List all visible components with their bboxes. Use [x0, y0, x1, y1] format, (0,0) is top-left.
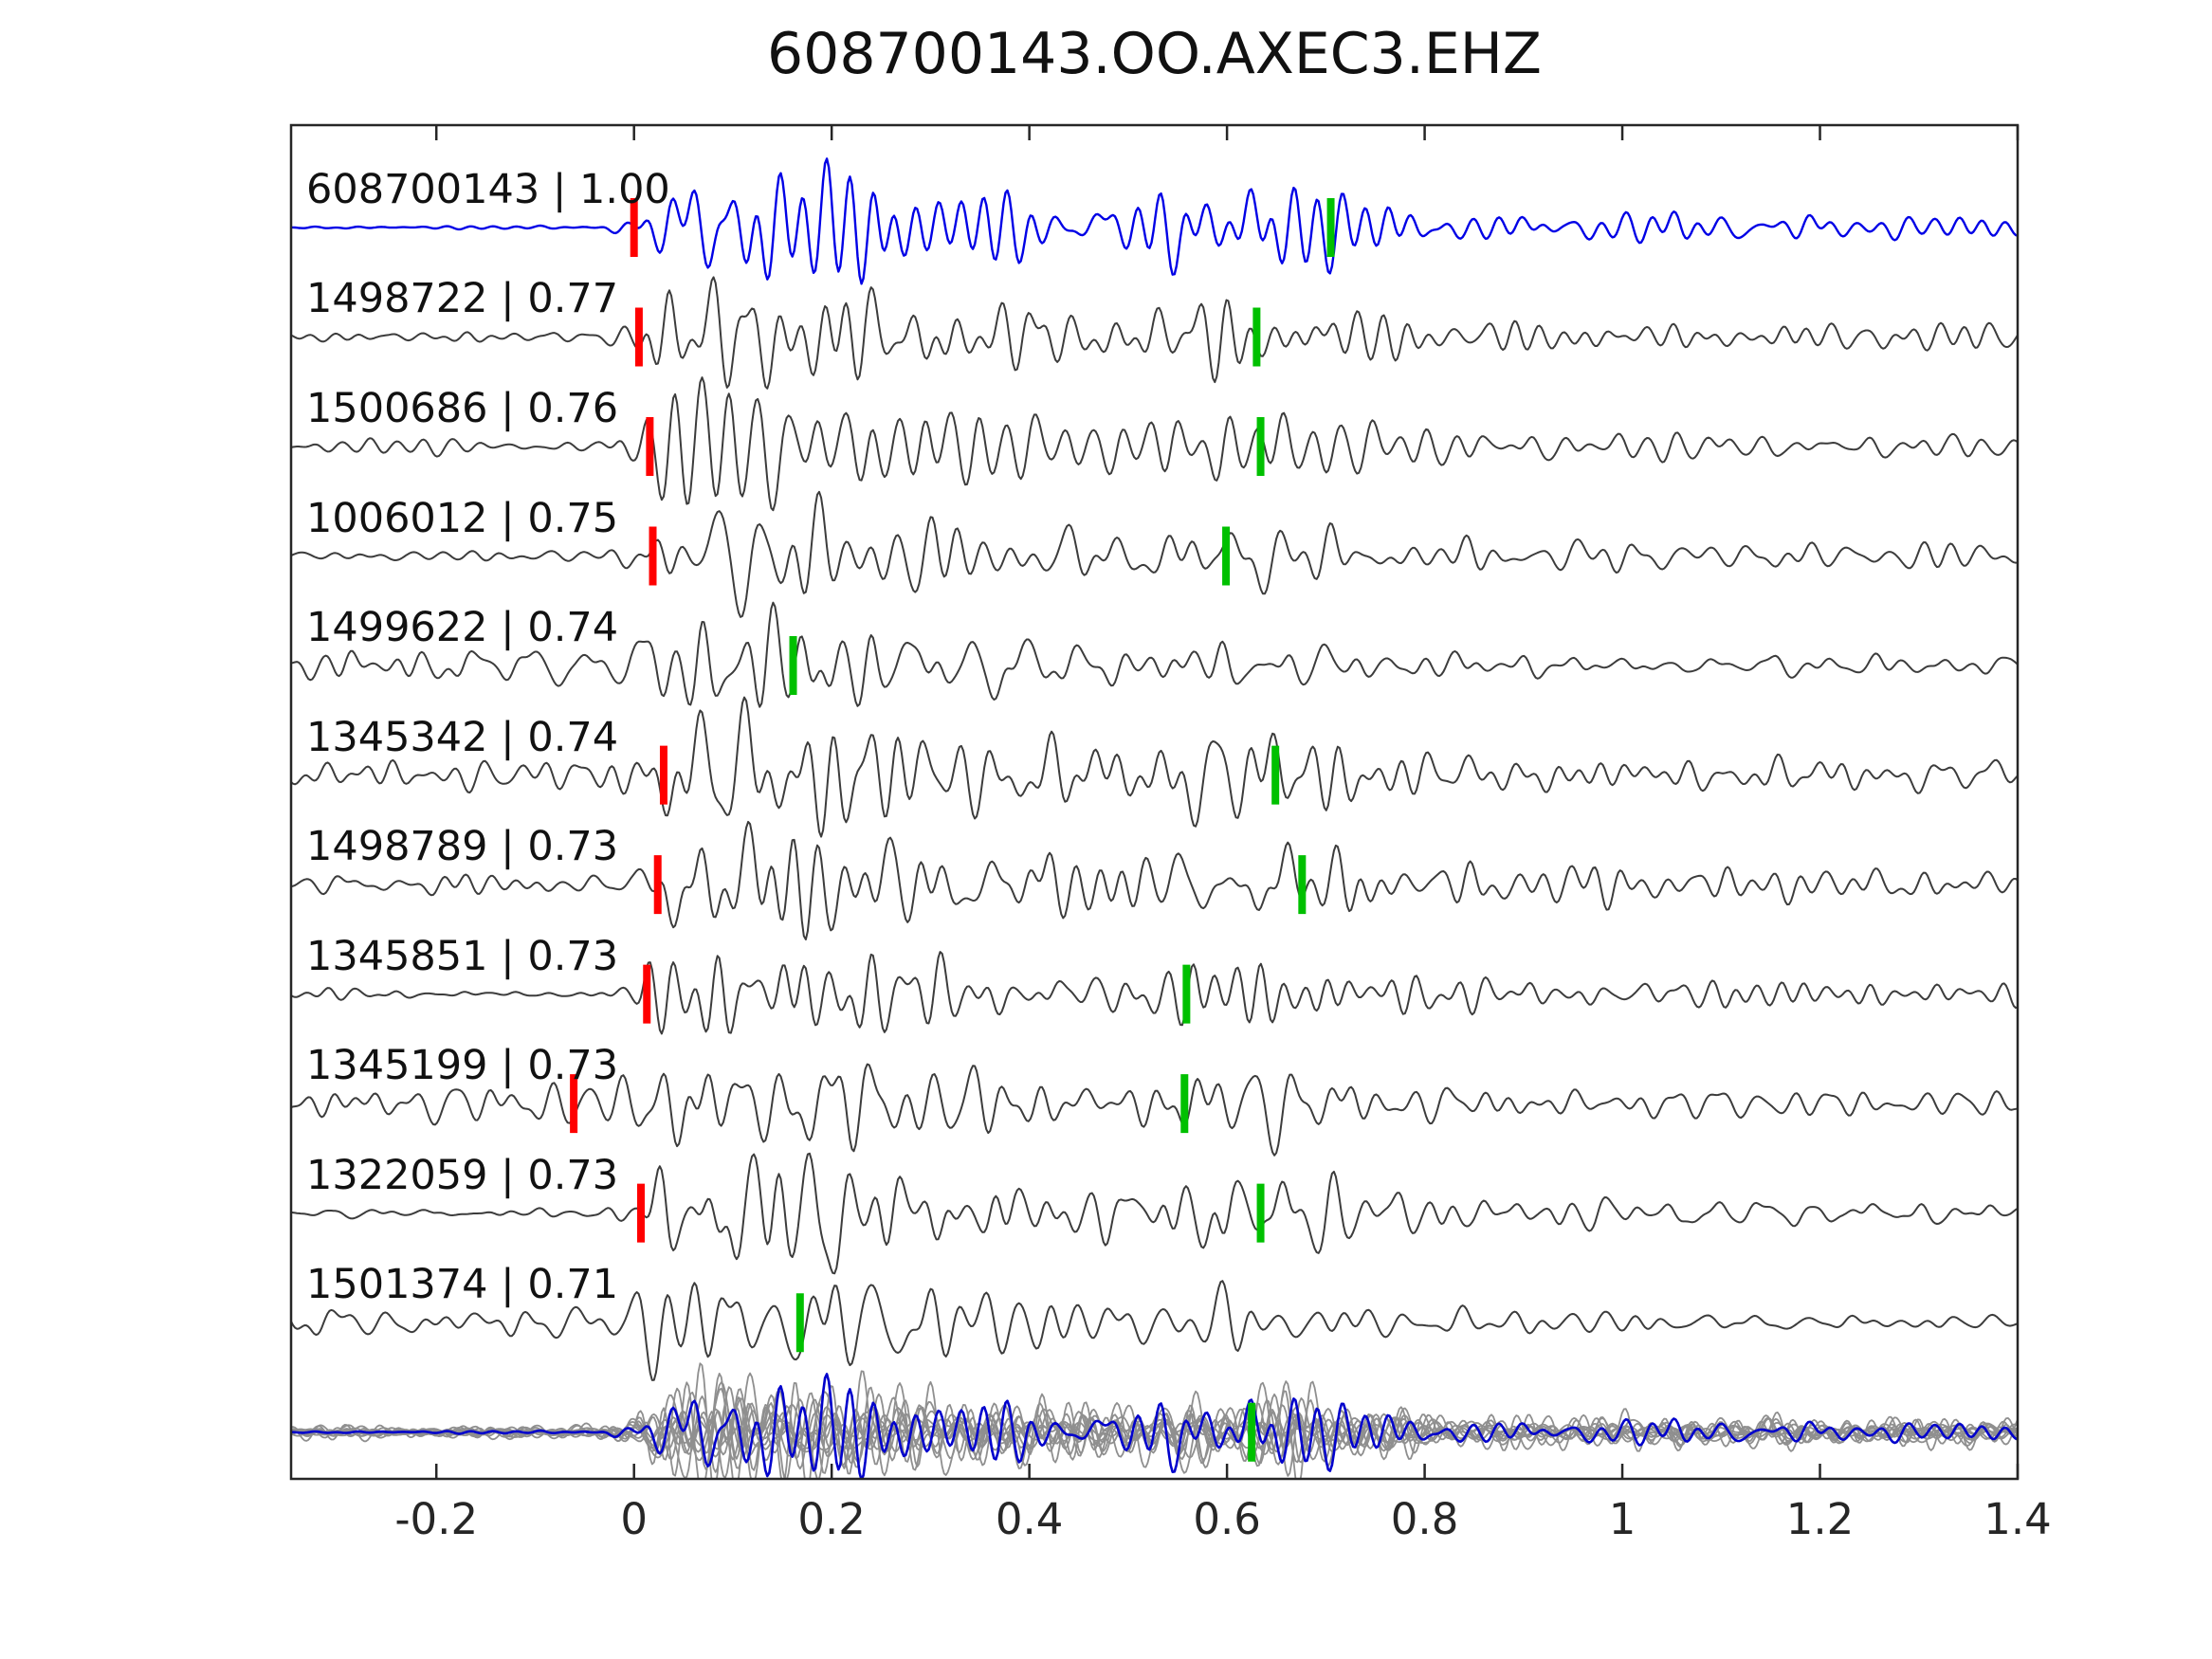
detection-trace: [291, 696, 2018, 838]
detection-trace: [291, 951, 2018, 1035]
stack-template-trace: [291, 1373, 2018, 1479]
detection-trace: [291, 1152, 2018, 1275]
figure-title: 608700143.OO.AXEC3.EHZ: [766, 21, 1543, 87]
detection-trace: [291, 601, 2018, 708]
detection-trace: [291, 1063, 2018, 1157]
axes-box: [289, 123, 2020, 1481]
detection-trace: [291, 276, 2018, 390]
detection-trace: [291, 376, 2018, 512]
detection-trace: [291, 820, 2018, 940]
detection-trace: [291, 1280, 2018, 1381]
detection-trace: [291, 490, 2018, 618]
template-trace: [291, 157, 2018, 285]
